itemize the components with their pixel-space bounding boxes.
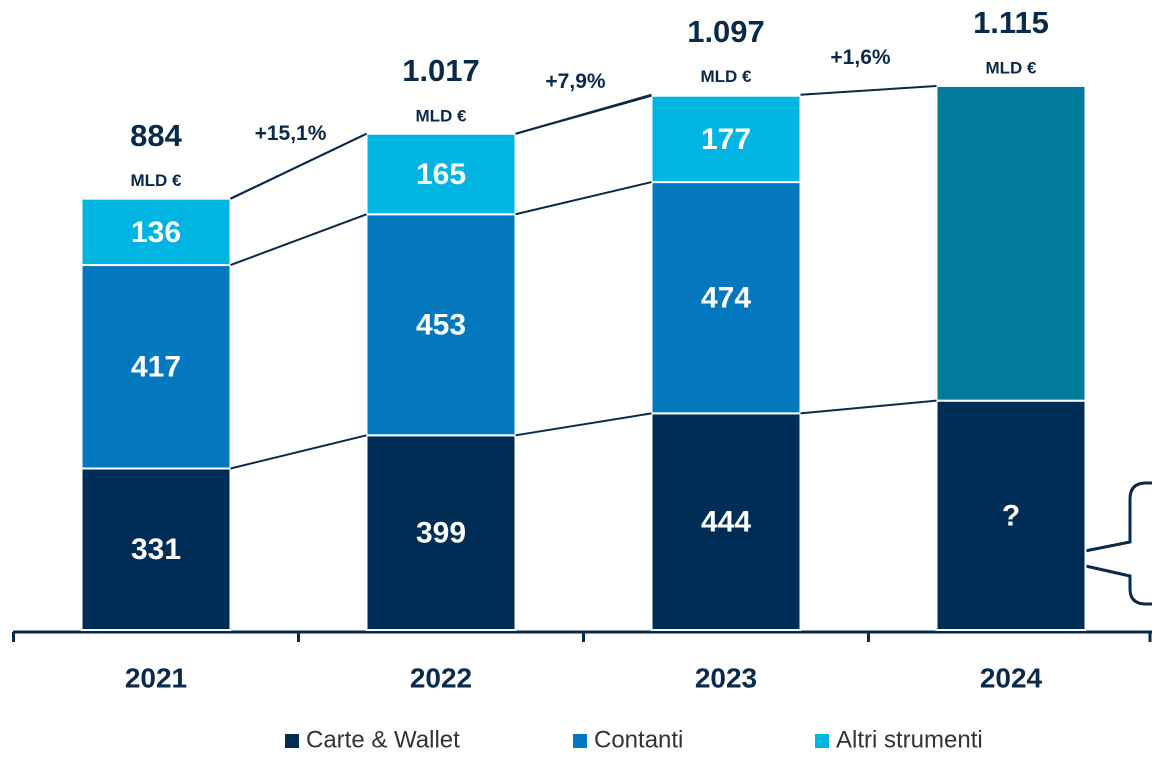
total-label: 884: [130, 118, 182, 153]
bar-segment: [935, 84, 1087, 402]
value-label: 331: [131, 533, 181, 566]
total-connector: [800, 84, 937, 96]
growth-label: +7,9%: [545, 70, 605, 93]
x-tick-label: 2024: [980, 662, 1043, 693]
value-label: 474: [701, 282, 751, 315]
x-tick-label: 2023: [695, 662, 757, 693]
bar-segment: [80, 197, 232, 267]
legend-swatch: [815, 734, 829, 748]
connector-line: [230, 213, 367, 266]
value-label: 136: [131, 216, 181, 249]
bar-segment: [80, 264, 232, 470]
value-label: ?: [1002, 499, 1020, 532]
x-tick-label: 2021: [125, 662, 187, 693]
total-label: 1.115: [973, 5, 1049, 40]
bar-segment: [365, 213, 517, 437]
growth-label: +15,1%: [255, 122, 327, 145]
connector-line: [230, 434, 367, 470]
bar-segment: [935, 399, 1087, 632]
bar-segment: [365, 132, 517, 216]
unit-label: MLD €: [131, 171, 183, 190]
unit-label: MLD €: [416, 106, 468, 125]
legend-swatch: [573, 734, 587, 748]
connector-line: [515, 181, 652, 216]
value-label: 444: [701, 506, 751, 539]
legend-label: Carte & Wallet: [306, 726, 460, 753]
value-label: 177: [701, 123, 751, 156]
bar-segment: [650, 412, 802, 631]
bar-segment: [365, 434, 517, 631]
legend-label: Contanti: [594, 726, 683, 753]
legend-label: Altri strumenti: [836, 726, 983, 753]
total-connector: [515, 93, 652, 135]
connector-line: [800, 399, 937, 415]
bar-segment: [650, 94, 802, 184]
connector-line: [515, 412, 652, 437]
x-tick-label: 2022: [410, 662, 472, 693]
growth-label: +1,6%: [830, 46, 890, 69]
unit-label: MLD €: [986, 58, 1038, 77]
unit-label: MLD €: [701, 67, 753, 86]
total-label: 1.017: [402, 53, 480, 88]
legend-swatch: [285, 734, 299, 748]
total-label: 1.097: [687, 14, 765, 49]
value-label: 165: [416, 158, 466, 191]
value-label: 399: [416, 517, 466, 550]
bar-segment: [650, 181, 802, 415]
total-connector: [230, 132, 367, 200]
value-label: 417: [131, 351, 181, 384]
value-label: 453: [416, 309, 466, 342]
